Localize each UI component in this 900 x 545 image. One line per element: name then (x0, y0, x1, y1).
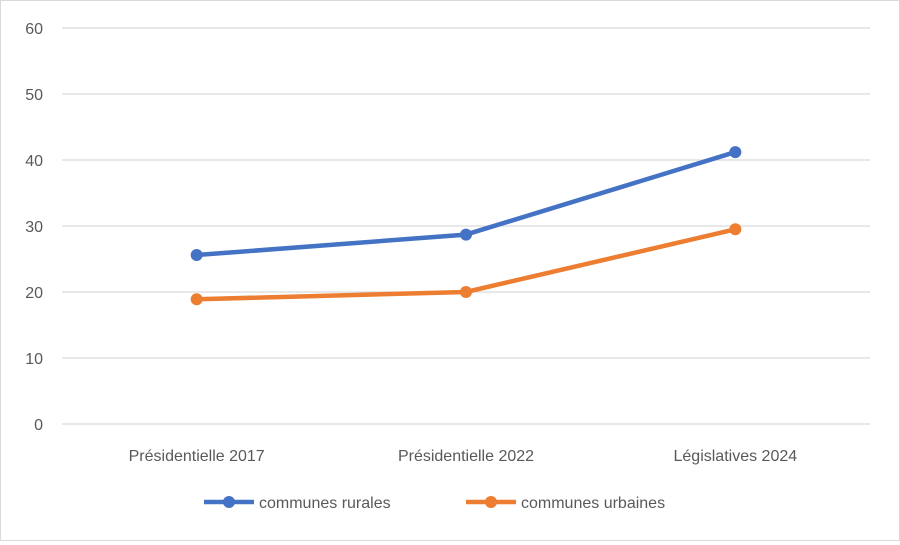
data-point (190, 249, 203, 262)
x-tick-label: Présidentielle 2017 (129, 448, 265, 465)
legend-marker (223, 496, 235, 508)
data-point (729, 223, 742, 236)
data-point (460, 228, 472, 241)
y-tick-label: 10 (25, 351, 43, 368)
y-tick-label: 40 (25, 153, 43, 170)
data-point (460, 286, 472, 298)
y-tick-label: 60 (25, 21, 43, 38)
data-point (190, 293, 203, 306)
y-tick-label: 20 (25, 285, 43, 302)
data-point (729, 146, 742, 159)
y-tick-label: 50 (25, 87, 43, 104)
legend-marker (485, 496, 497, 508)
y-tick-label: 0 (34, 417, 43, 434)
x-tick-label: Présidentielle 2022 (398, 448, 534, 465)
y-tick-label: 30 (25, 219, 43, 236)
legend-label: communes rurales (259, 495, 391, 512)
legend-label: communes urbaines (521, 495, 665, 512)
x-tick-label: Législatives 2024 (674, 448, 798, 465)
